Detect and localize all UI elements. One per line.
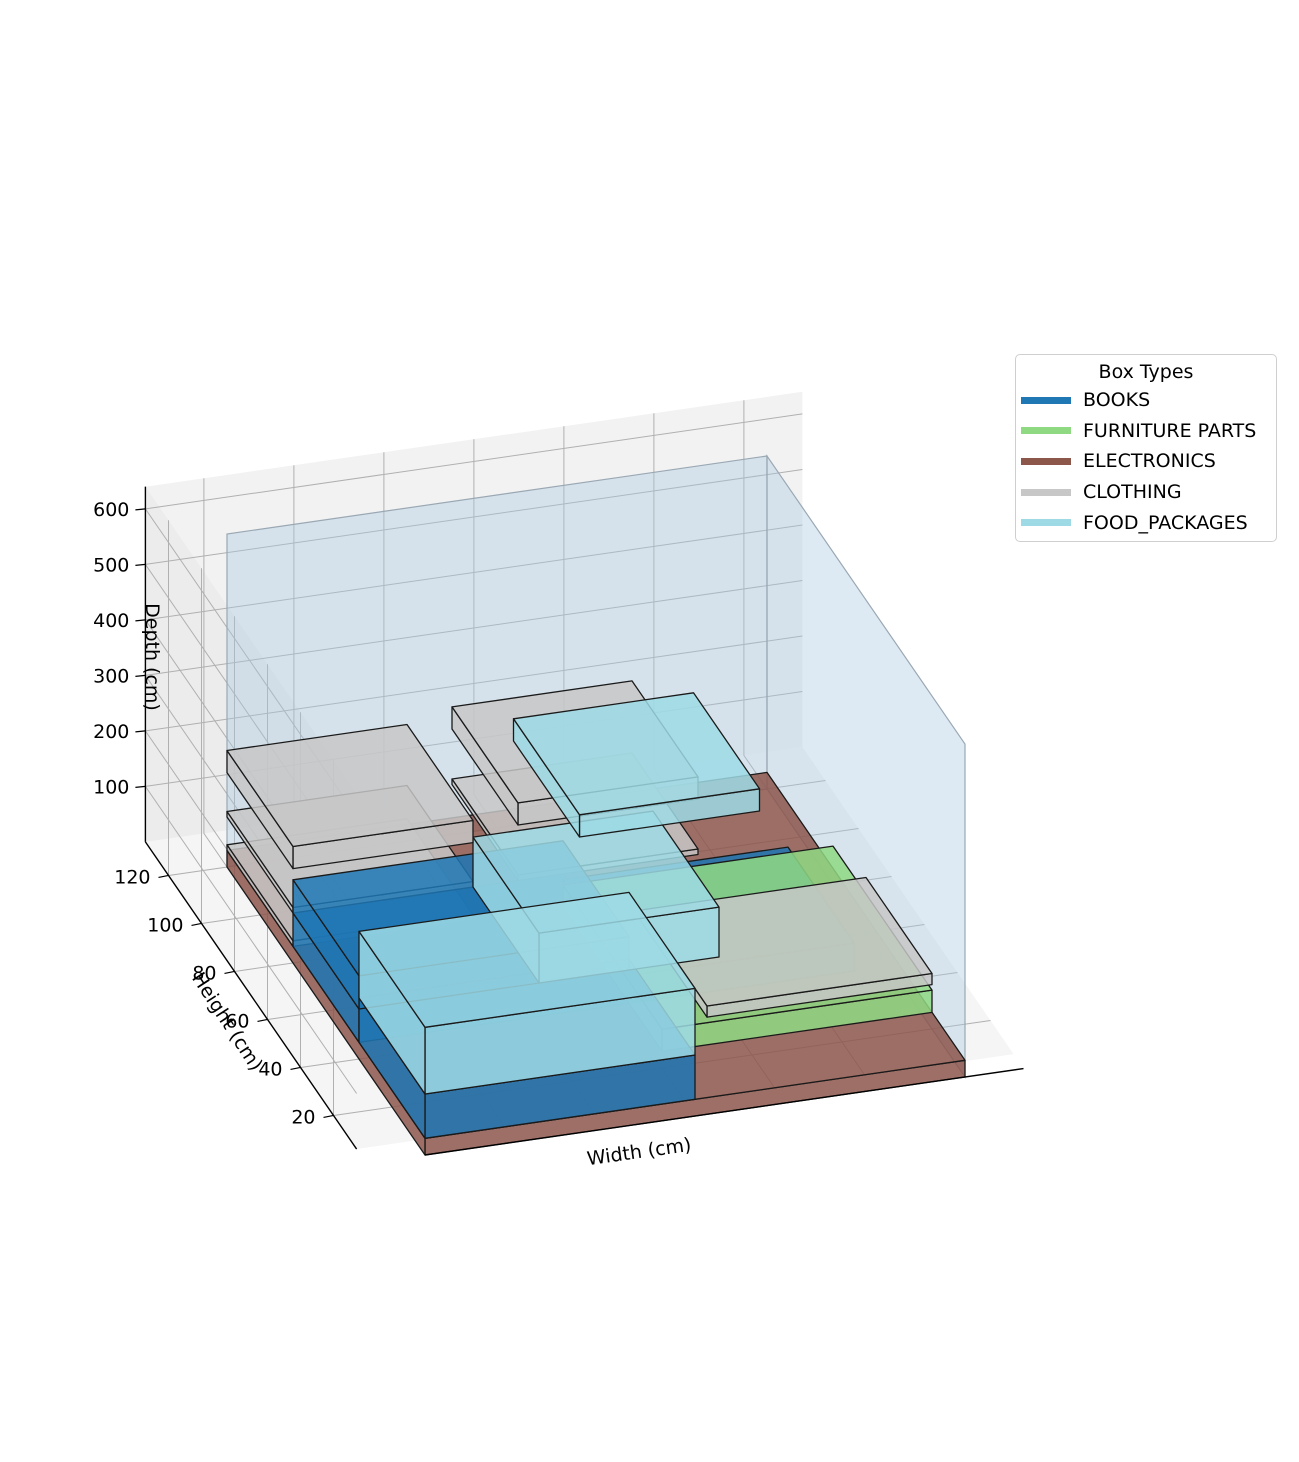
height-tick [158, 874, 169, 879]
height-tick [191, 922, 202, 927]
box-top-face [358, 891, 696, 1028]
height-tick [290, 1066, 301, 1071]
depth-axis-ticks: 100 200 300 400 500 600 [93, 499, 146, 798]
depth-tick-label: 500 [93, 554, 129, 576]
legend-swatch [1021, 396, 1071, 404]
legend-title: Box Types [1098, 361, 1194, 383]
legend-swatch [1021, 457, 1071, 465]
legend-swatch [1021, 427, 1071, 435]
depth-tick [135, 674, 146, 677]
legend-item: FURNITURE PARTS [1016, 416, 1276, 447]
legend-label: BOOKS [1083, 389, 1151, 412]
box-food-packages [512, 692, 761, 838]
height-tick-label: 20 [291, 1106, 315, 1128]
legend-label: ELECTRONICS [1083, 450, 1216, 473]
legend-swatch [1021, 488, 1071, 496]
box-food-packages [358, 891, 696, 1095]
depth-tick-label: 300 [93, 665, 129, 687]
box-top-face [226, 723, 474, 848]
legend-label: FURNITURE PARTS [1083, 419, 1257, 442]
height-tick-label: 100 [147, 914, 183, 936]
height-tick-label: 40 [258, 1058, 282, 1080]
width-axis-line [424, 1067, 1024, 1156]
depth-tick [135, 785, 146, 788]
depth-tick-label: 100 [93, 776, 129, 798]
depth-tick [135, 563, 146, 566]
height-tick [323, 1114, 334, 1119]
legend-item: BOOKS [1016, 385, 1276, 416]
depth-tick-label: 400 [93, 610, 129, 632]
depth-tick-label: 200 [93, 721, 129, 743]
legend-item: ELECTRONICS [1016, 446, 1276, 477]
legend-item: FOOD_PACKAGES [1016, 507, 1276, 538]
z-axis-label: Depth (cm) [141, 603, 163, 711]
x-axis-label: Width (cm) [586, 1134, 693, 1170]
depth-tick-label: 600 [93, 499, 129, 521]
legend-label: CLOTHING [1083, 481, 1182, 504]
legend-items: BOOKS FURNITURE PARTS ELECTRONICS CLOTHING F… [1016, 385, 1276, 538]
depth-tick [135, 619, 146, 622]
height-tick [224, 970, 235, 975]
height-tick-label: 120 [114, 866, 150, 888]
height-tick-label: 60 [225, 1010, 249, 1032]
legend-item: CLOTHING [1016, 477, 1276, 508]
height-axis-line [144, 841, 358, 1150]
box-clothing [226, 723, 474, 870]
boxes-group [226, 680, 966, 1156]
legend-swatch [1021, 519, 1071, 527]
box-top-face [512, 692, 761, 816]
height-tick [257, 1018, 268, 1023]
legend-label: FOOD_PACKAGES [1083, 511, 1248, 534]
axis-lines [144, 486, 1024, 1156]
depth-tick [135, 508, 146, 511]
height-tick-label: 80 [192, 962, 216, 984]
height-axis-ticks: 20 40 60 80 100 120 [114, 866, 334, 1128]
depth-tick [135, 730, 146, 733]
legend: Box Types BOOKS FURNITURE PARTS ELECTRONIC… [1015, 354, 1277, 542]
